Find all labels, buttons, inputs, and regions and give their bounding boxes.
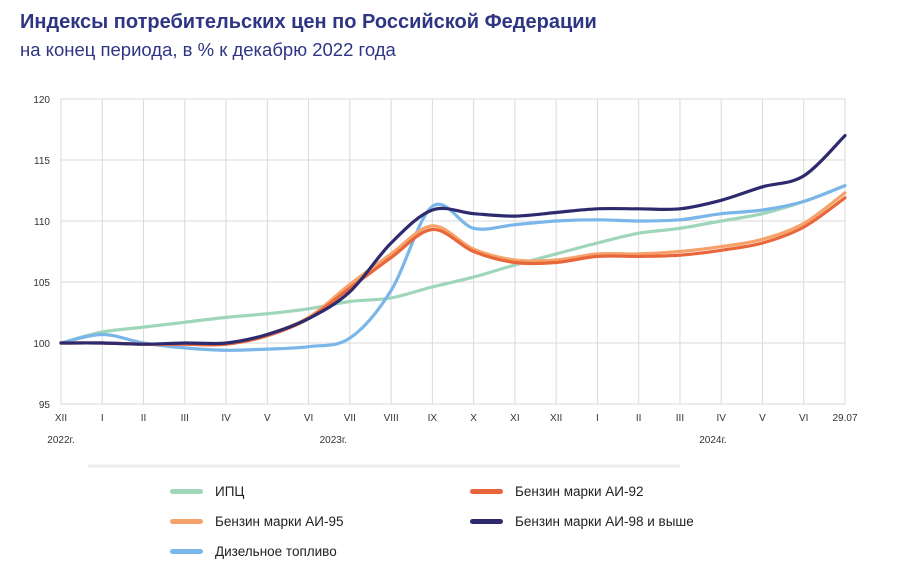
x-tick-label: III bbox=[676, 413, 684, 424]
x-tick-label: X bbox=[470, 413, 477, 424]
x-tick-label: XII bbox=[550, 413, 562, 424]
series-line-cpi bbox=[59, 184, 847, 345]
y-tick-label: 105 bbox=[33, 278, 50, 289]
x-tick-label: II bbox=[636, 413, 642, 424]
chart-title: Индексы потребительских цен по Российско… bbox=[20, 11, 597, 33]
x-tick-label: II bbox=[141, 413, 147, 424]
x-tick-label: VIII bbox=[384, 413, 399, 424]
x-tick-label: V bbox=[264, 413, 271, 424]
x-tick-label: VI bbox=[304, 413, 313, 424]
x-tick-label: XI bbox=[510, 413, 519, 424]
x-tick-label: 29.07 bbox=[832, 413, 857, 424]
x-tick-label: IV bbox=[221, 413, 231, 424]
x-tick-label: VII bbox=[344, 413, 356, 424]
y-tick-label: 115 bbox=[34, 156, 50, 167]
chart-subtitle: на конец периода, в % к декабрю 2022 год… bbox=[20, 39, 396, 60]
x-tick-label: I bbox=[596, 413, 599, 424]
y-tick-label: 100 bbox=[33, 339, 50, 350]
x-tick-label: XII bbox=[55, 413, 67, 424]
x-tick-label: III bbox=[181, 413, 189, 424]
year-label: 2023г. bbox=[320, 435, 347, 446]
year-label: 2024г. bbox=[699, 435, 726, 446]
x-tick-label: VI bbox=[799, 413, 808, 424]
series-line-ai98 bbox=[59, 134, 847, 346]
y-tick-label: 110 bbox=[34, 217, 50, 228]
x-tick-label: IX bbox=[428, 413, 438, 424]
x-tick-label: IV bbox=[716, 413, 726, 424]
y-tick-label: 120 bbox=[33, 95, 50, 106]
y-tick-label: 95 bbox=[39, 400, 51, 411]
x-tick-label: V bbox=[759, 413, 766, 424]
plot-frame bbox=[60, 98, 846, 405]
year-label: 2022г. bbox=[47, 435, 74, 446]
x-tick-label: I bbox=[101, 413, 104, 424]
